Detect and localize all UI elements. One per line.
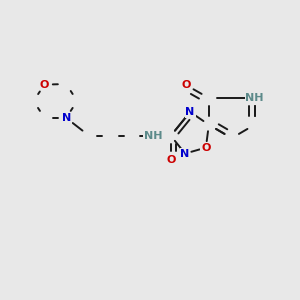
Text: O: O — [182, 80, 191, 90]
Text: NH: NH — [144, 131, 162, 141]
Text: NH: NH — [245, 93, 264, 103]
Text: N: N — [185, 107, 195, 117]
Text: O: O — [40, 80, 49, 90]
Text: N: N — [180, 148, 190, 159]
Text: N: N — [61, 113, 71, 123]
Text: O: O — [201, 142, 211, 153]
Text: O: O — [166, 154, 176, 164]
